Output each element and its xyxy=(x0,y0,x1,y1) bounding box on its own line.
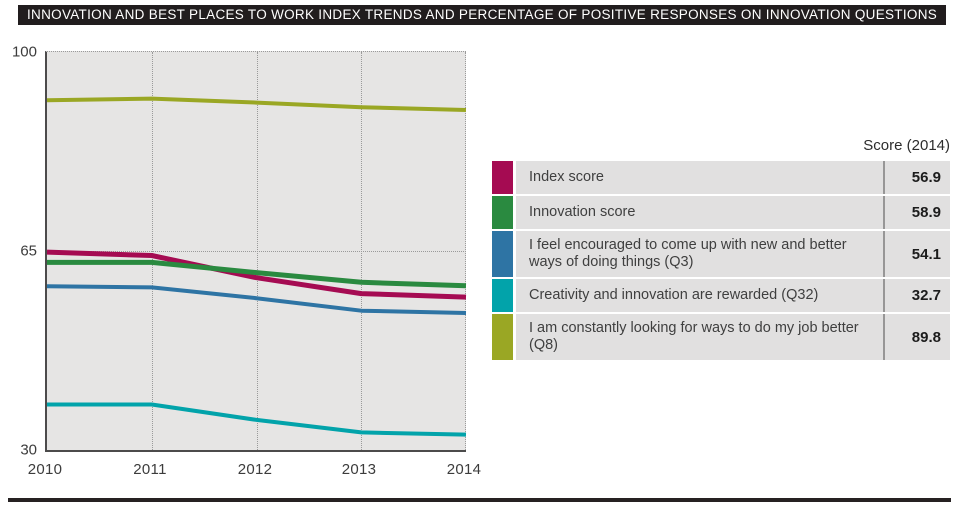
y-tick-30: 30 xyxy=(20,441,37,459)
legend-score: 54.1 xyxy=(883,231,950,277)
x-tick-2010: 2010 xyxy=(27,461,63,478)
y-tick-100: 100 xyxy=(11,43,37,61)
legend-swatch-q32 xyxy=(492,279,513,312)
legend-swatch-index-score xyxy=(492,161,513,194)
legend-label: Creativity and innovation are rewarded (… xyxy=(529,287,819,303)
title-bar: INNOVATION AND BEST PLACES TO WORK INDEX… xyxy=(18,5,947,25)
legend-swatch-innovation-score xyxy=(492,196,513,229)
x-tick-2012: 2012 xyxy=(237,461,273,478)
legend-score: 32.7 xyxy=(883,279,950,312)
legend-row-q3: I feel encouraged to come up with new an… xyxy=(492,231,950,277)
legend-label: I am constantly looking for ways to do m… xyxy=(529,320,859,353)
legend-swatch-q8 xyxy=(492,314,513,360)
legend-table: Index score 56.9 Innovation score 58.9 I… xyxy=(492,161,950,362)
chart-lines xyxy=(46,96,467,437)
x-tick-2013: 2013 xyxy=(341,461,377,478)
y-tick-65: 65 xyxy=(20,242,37,260)
legend-score: 58.9 xyxy=(883,196,950,229)
legend-row-q32: Creativity and innovation are rewarded (… xyxy=(492,279,950,312)
legend-row-q8: I am constantly looking for ways to do m… xyxy=(492,314,950,360)
legend-score-header: Score (2014) xyxy=(863,137,950,154)
legend-score: 56.9 xyxy=(883,161,950,194)
x-tick-2014: 2014 xyxy=(446,461,482,478)
page-title: INNOVATION AND BEST PLACES TO WORK INDEX… xyxy=(27,7,938,22)
x-tick-2011: 2011 xyxy=(133,461,167,478)
legend-row-index-score: Index score 56.9 xyxy=(492,161,950,194)
legend-label: I feel encouraged to come up with new an… xyxy=(529,237,847,270)
legend-row-innovation-score: Innovation score 58.9 xyxy=(492,196,950,229)
legend-swatch-q3 xyxy=(492,231,513,277)
bottom-rule xyxy=(8,498,951,502)
gridline-65 xyxy=(47,251,466,252)
legend-score: 89.8 xyxy=(883,314,950,360)
plot-area xyxy=(45,51,467,452)
legend-label: Innovation score xyxy=(529,204,636,220)
legend-label: Index score xyxy=(529,169,604,185)
